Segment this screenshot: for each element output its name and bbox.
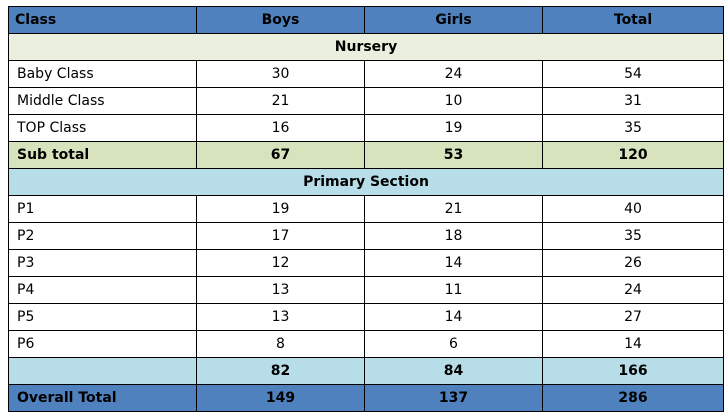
overall-total: 286 bbox=[542, 384, 724, 412]
table-row: Middle Class 21 10 31 bbox=[8, 87, 724, 115]
row-boys: 12 bbox=[196, 249, 365, 277]
section-title-primary: Primary Section bbox=[8, 168, 724, 196]
row-total: 35 bbox=[542, 114, 724, 142]
section-title-nursery: Nursery bbox=[8, 33, 724, 61]
header-class: Class bbox=[8, 6, 197, 34]
table-row: P3 12 14 26 bbox=[8, 249, 724, 277]
table-row: P5 13 14 27 bbox=[8, 303, 724, 331]
nursery-subtotal-row: Sub total 67 53 120 bbox=[8, 141, 724, 169]
row-label: Baby Class bbox=[8, 60, 197, 88]
row-girls: 6 bbox=[364, 330, 543, 358]
header-boys: Boys bbox=[196, 6, 365, 34]
row-label: P5 bbox=[8, 303, 197, 331]
row-boys: 17 bbox=[196, 222, 365, 250]
section-row-primary: Primary Section bbox=[8, 168, 724, 196]
row-total: 26 bbox=[542, 249, 724, 277]
row-boys: 13 bbox=[196, 303, 365, 331]
table-header-row: Class Boys Girls Total bbox=[8, 6, 724, 34]
row-girls: 10 bbox=[364, 87, 543, 115]
table-row: Baby Class 30 24 54 bbox=[8, 60, 724, 88]
enrollment-table-container: Class Boys Girls Total Nursery Baby Clas… bbox=[8, 6, 724, 412]
subtotal-girls: 84 bbox=[364, 357, 543, 385]
section-row-nursery: Nursery bbox=[8, 33, 724, 61]
table-row: TOP Class 16 19 35 bbox=[8, 114, 724, 142]
row-boys: 30 bbox=[196, 60, 365, 88]
row-boys: 19 bbox=[196, 195, 365, 223]
subtotal-label: Sub total bbox=[8, 141, 197, 169]
row-girls: 14 bbox=[364, 303, 543, 331]
subtotal-boys: 67 bbox=[196, 141, 365, 169]
overall-boys: 149 bbox=[196, 384, 365, 412]
row-label: P1 bbox=[8, 195, 197, 223]
table-row: P2 17 18 35 bbox=[8, 222, 724, 250]
overall-label: Overall Total bbox=[8, 384, 197, 412]
row-girls: 11 bbox=[364, 276, 543, 304]
header-total: Total bbox=[542, 6, 724, 34]
subtotal-boys: 82 bbox=[196, 357, 365, 385]
row-total: 31 bbox=[542, 87, 724, 115]
subtotal-total: 166 bbox=[542, 357, 724, 385]
subtotal-total: 120 bbox=[542, 141, 724, 169]
table-row: P6 8 6 14 bbox=[8, 330, 724, 358]
row-boys: 13 bbox=[196, 276, 365, 304]
row-girls: 24 bbox=[364, 60, 543, 88]
row-label: P2 bbox=[8, 222, 197, 250]
overall-girls: 137 bbox=[364, 384, 543, 412]
primary-subtotal-row: 82 84 166 bbox=[8, 357, 724, 385]
row-total: 40 bbox=[542, 195, 724, 223]
overall-total-row: Overall Total 149 137 286 bbox=[8, 384, 724, 412]
row-girls: 19 bbox=[364, 114, 543, 142]
enrollment-table: Class Boys Girls Total Nursery Baby Clas… bbox=[8, 6, 724, 412]
row-total: 54 bbox=[542, 60, 724, 88]
row-boys: 8 bbox=[196, 330, 365, 358]
subtotal-girls: 53 bbox=[364, 141, 543, 169]
row-total: 24 bbox=[542, 276, 724, 304]
row-girls: 18 bbox=[364, 222, 543, 250]
row-total: 27 bbox=[542, 303, 724, 331]
table-row: P1 19 21 40 bbox=[8, 195, 724, 223]
row-boys: 16 bbox=[196, 114, 365, 142]
row-girls: 21 bbox=[364, 195, 543, 223]
row-total: 14 bbox=[542, 330, 724, 358]
row-label: Middle Class bbox=[8, 87, 197, 115]
row-label: P3 bbox=[8, 249, 197, 277]
row-label: P4 bbox=[8, 276, 197, 304]
table-row: P4 13 11 24 bbox=[8, 276, 724, 304]
header-girls: Girls bbox=[364, 6, 543, 34]
row-label: P6 bbox=[8, 330, 197, 358]
subtotal-label bbox=[8, 357, 197, 385]
row-label: TOP Class bbox=[8, 114, 197, 142]
row-total: 35 bbox=[542, 222, 724, 250]
row-boys: 21 bbox=[196, 87, 365, 115]
row-girls: 14 bbox=[364, 249, 543, 277]
